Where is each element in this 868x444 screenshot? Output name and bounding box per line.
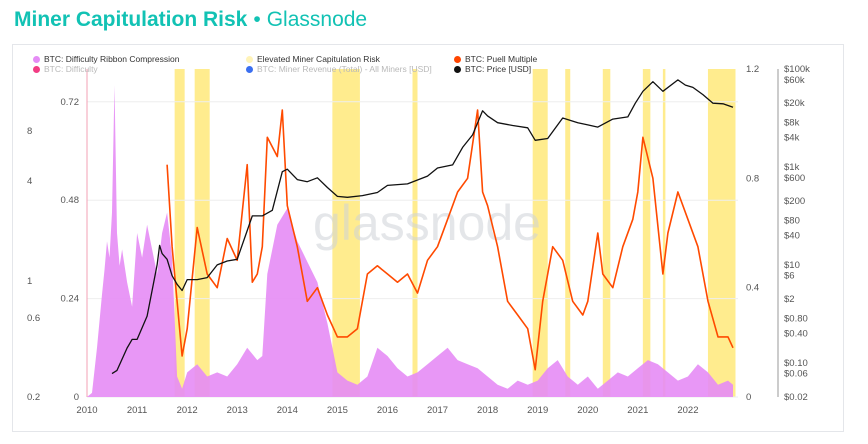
legend-label-1: BTC: Difficulty: [44, 64, 98, 74]
price-tick-0: $100k: [784, 64, 810, 75]
price-tick-17: $0.02: [784, 392, 808, 403]
price-tick-7: $200: [784, 196, 805, 207]
btc-price-line: [111, 79, 734, 375]
capitulation-band-6: [602, 69, 611, 397]
capitulation-band-3: [412, 69, 418, 397]
legend-item-5[interactable]: BTC: Price [USD]: [454, 64, 531, 74]
x-tick-2015: 2015: [327, 405, 348, 416]
left-inner-tick-0: 0.72: [61, 97, 80, 108]
source-name: Glassnode: [266, 8, 368, 31]
legend-swatch-4: [454, 56, 461, 63]
price-tick-14: $0.40: [784, 328, 808, 339]
legend-label-2: Elevated Miner Capitulation Risk: [257, 54, 380, 64]
chart-canvas: glassnode 2010 2011 2012 2013 2014 2015 2016 20…: [27, 64, 810, 416]
legend-item-3[interactable]: BTC: Miner Revenue (Total) - All Miners …: [246, 64, 432, 74]
legend-swatch-1: [33, 66, 40, 73]
chart-panel: glassnode 2010 2011 2012 2013 2014 2015 2016 20…: [12, 44, 844, 432]
watermark-text: glassnode: [313, 195, 541, 251]
legend-swatch-0: [33, 56, 40, 63]
capitulation-band-7: [642, 69, 651, 397]
price-line-layer: [111, 79, 734, 375]
price-tick-12: $2: [784, 294, 795, 305]
left-outer-tick-2: 1: [27, 276, 32, 287]
x-tick-2012: 2012: [177, 405, 198, 416]
axes: 2010 2011 2012 2013 2014 2015 2016 2017 2018 2019…: [27, 64, 810, 416]
legend-swatch-3: [246, 66, 253, 73]
capitulation-band-9: [707, 69, 736, 397]
right-inner-tick-3: 0: [746, 392, 751, 403]
x-tick-2022: 2022: [677, 405, 698, 416]
left-outer-tick-4: 0.2: [27, 392, 40, 403]
legend-swatch-2: [246, 56, 253, 63]
puell-multiple-line: [166, 109, 734, 371]
price-tick-16: $0.06: [784, 369, 808, 380]
legend-item-0[interactable]: BTC: Difficulty Ribbon Compression: [33, 54, 179, 64]
x-tick-2019: 2019: [527, 405, 548, 416]
ribbon-compression-area: [87, 85, 733, 398]
legend-label-0: BTC: Difficulty Ribbon Compression: [44, 54, 180, 64]
price-tick-11: $6: [784, 271, 795, 282]
legend-label-4: BTC: Puell Multiple: [465, 54, 538, 64]
ribbon-area-layer: [87, 85, 733, 398]
left-inner-tick-3: 0: [74, 392, 79, 403]
left-outer-tick-0: 8: [27, 126, 32, 137]
price-tick-4: $4k: [784, 132, 800, 143]
price-tick-6: $600: [784, 173, 805, 184]
price-tick-2: $20k: [784, 98, 805, 109]
capitulation-band-1: [194, 69, 210, 397]
price-tick-3: $8k: [784, 118, 800, 129]
x-tick-2014: 2014: [277, 405, 298, 416]
left-inner-tick-1: 0.48: [61, 195, 80, 206]
x-tick-2010: 2010: [76, 405, 97, 416]
right-inner-tick-0: 1.2: [746, 64, 759, 75]
puell-line-layer: [166, 109, 734, 371]
legend-label-5: BTC: Price [USD]: [465, 64, 532, 74]
price-tick-9: $40: [784, 230, 800, 241]
capitulation-band-2: [332, 69, 360, 397]
price-tick-5: $1k: [784, 162, 800, 173]
x-tick-2017: 2017: [427, 405, 448, 416]
left-inner-tick-2: 0.24: [61, 294, 80, 305]
legend-swatch-5: [454, 66, 461, 73]
capitulation-band-5: [565, 69, 571, 397]
left-outer-tick-1: 4: [27, 176, 32, 187]
chart-title-text: Miner Capitulation Risk: [14, 8, 248, 31]
x-tick-2018: 2018: [477, 405, 498, 416]
x-tick-2021: 2021: [627, 405, 648, 416]
x-tick-2016: 2016: [377, 405, 398, 416]
chart-title: Miner Capitulation Risk • Glassnode: [14, 8, 367, 32]
legend-item-2[interactable]: Elevated Miner Capitulation Risk: [246, 54, 380, 64]
price-tick-10: $10: [784, 260, 800, 271]
price-tick-8: $80: [784, 216, 800, 227]
legend-item-4[interactable]: BTC: Puell Multiple: [454, 54, 537, 64]
x-tick-2020: 2020: [577, 405, 598, 416]
price-tick-1: $60k: [784, 75, 805, 86]
right-inner-tick-2: 0.4: [746, 283, 759, 294]
price-tick-13: $0.80: [784, 314, 808, 325]
x-tick-2013: 2013: [227, 405, 248, 416]
capitulation-band-0: [174, 69, 185, 397]
title-separator: •: [253, 8, 261, 31]
x-tick-2011: 2011: [127, 405, 147, 416]
right-inner-tick-1: 0.8: [746, 173, 759, 184]
price-tick-15: $0.10: [784, 358, 808, 369]
legend-item-1[interactable]: BTC: Difficulty: [33, 64, 98, 74]
legend-label-3: BTC: Miner Revenue (Total) - All Miners …: [257, 64, 432, 74]
capitulation-band-8: [662, 69, 666, 397]
capitulation-band-4: [532, 69, 548, 397]
left-outer-tick-3: 0.6: [27, 313, 40, 324]
